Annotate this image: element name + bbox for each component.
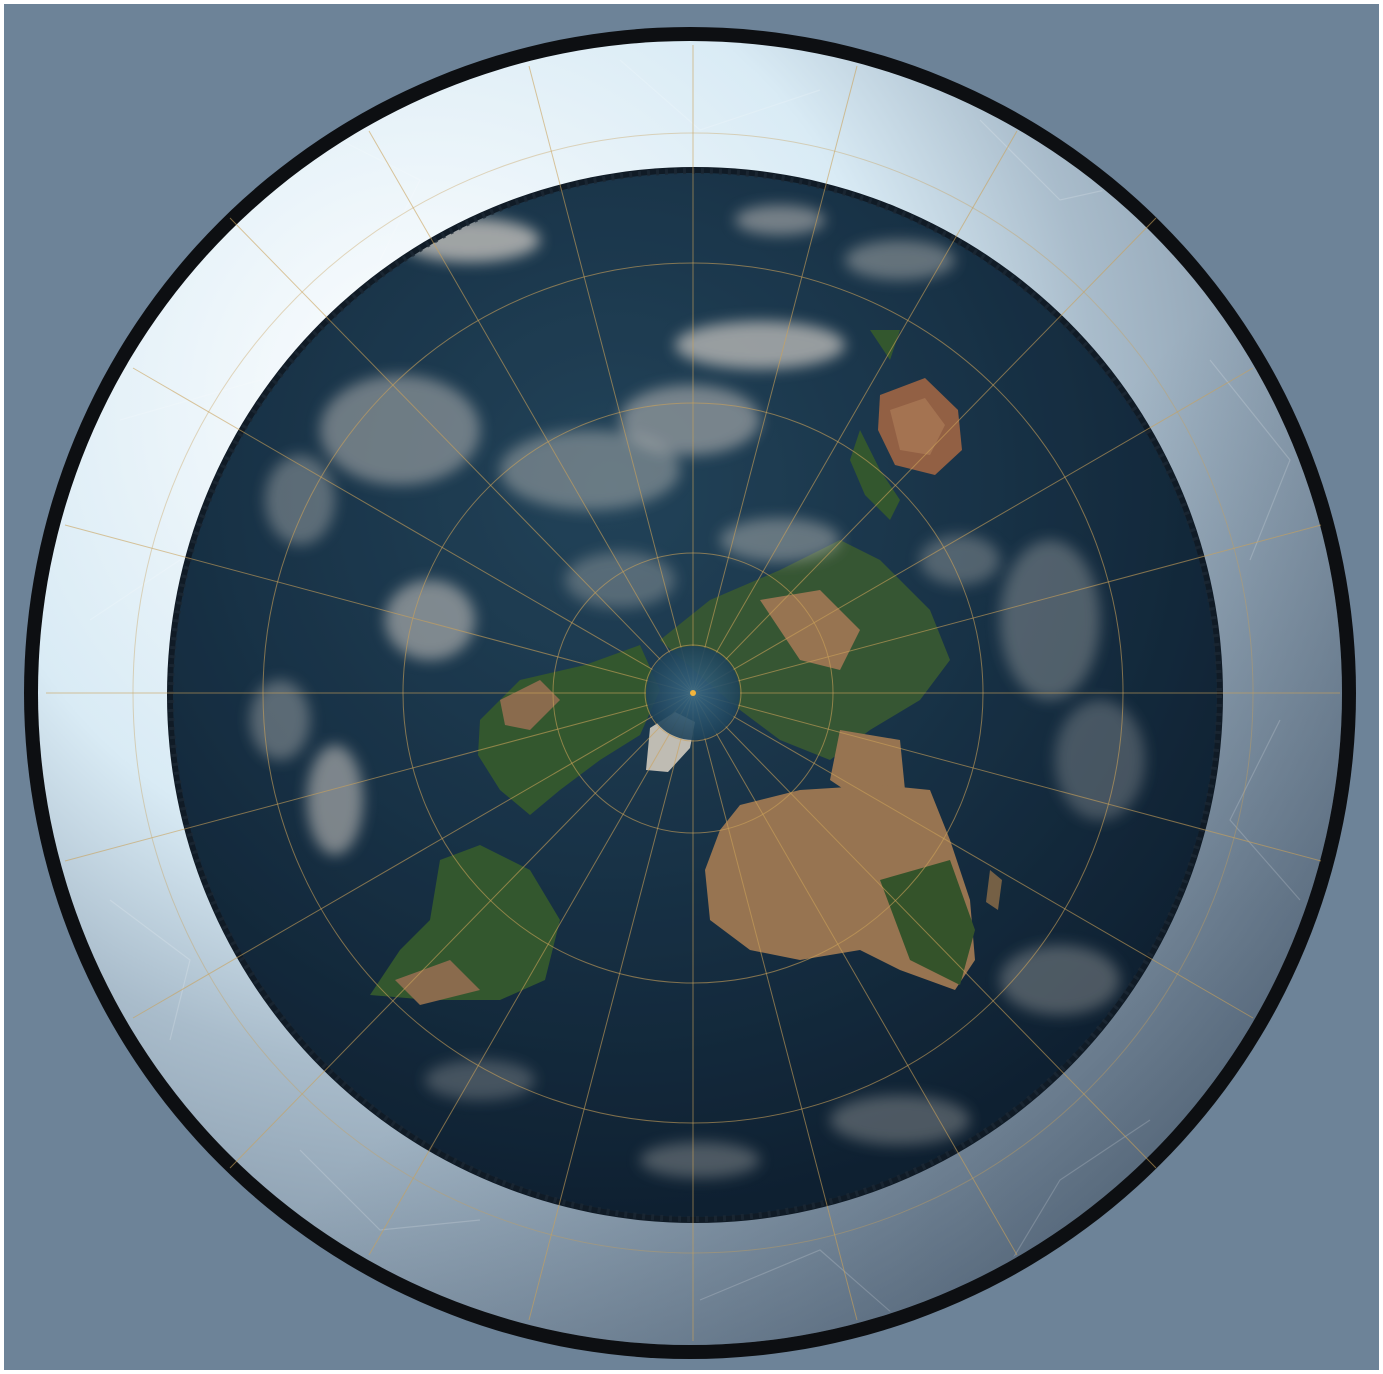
north-america (478, 645, 660, 815)
cloud-layer (250, 205, 1145, 1178)
south-america (370, 845, 560, 1000)
north-pole-marker (646, 646, 740, 740)
continents (370, 330, 1002, 1005)
grid-lines (46, 45, 1340, 1341)
